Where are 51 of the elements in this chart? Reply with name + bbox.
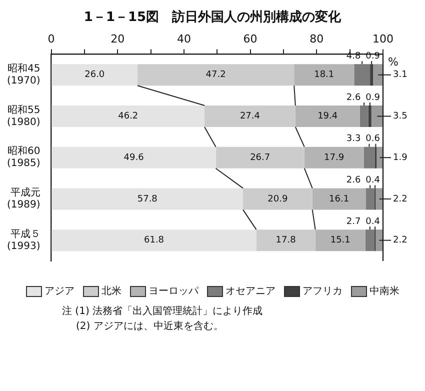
text: 3.1 — [393, 70, 408, 80]
legend-label: アジア — [44, 285, 74, 298]
text: 15.1 — [330, 236, 350, 246]
text: 2.6 — [346, 92, 361, 103]
y-tick-label: 昭和45 (1970) — [6, 62, 40, 86]
x-tick-label: 80 — [310, 32, 324, 46]
text: (2) アジアには、中近東を含む。 — [75, 320, 224, 334]
text: 1.9 — [393, 152, 408, 163]
text: 27.4 — [240, 112, 260, 122]
chart-title: 1－1－15図 訪日外国人の州別構成の変化 — [82, 8, 342, 26]
text: 20.9 — [268, 194, 288, 204]
legend-label: ヨーロッパ — [148, 285, 198, 298]
text: 0.9 — [366, 92, 380, 103]
text: 4.8 — [346, 51, 361, 62]
text: 2.2 — [393, 236, 408, 246]
text: 2.2 — [393, 194, 408, 204]
text: 2.6 — [346, 176, 361, 186]
text: 17.8 — [276, 236, 296, 246]
x-tick-label: 40 — [176, 32, 191, 46]
text: 47.2 — [206, 70, 226, 80]
text: 57.8 — [137, 194, 158, 204]
x-tick-label: 100 — [372, 32, 394, 46]
text: 26.7 — [250, 152, 270, 163]
x-tick-label: 0 — [48, 32, 55, 46]
text: 注 (1) 法務省「出入国管理統計」により作成 — [62, 304, 264, 319]
x-tick-label: 20 — [110, 32, 125, 46]
y-tick-label: 昭和60 (1985) — [6, 145, 40, 170]
text: 3.3 — [346, 134, 361, 144]
text: 49.6 — [124, 152, 144, 163]
text: 18.1 — [314, 70, 334, 80]
legend-label: 北米 — [102, 284, 122, 298]
text: 16.1 — [329, 194, 350, 204]
y-tick-label: 昭和55 (1980) — [6, 104, 40, 128]
x-tick-label: 60 — [243, 32, 258, 46]
text: 3.5 — [393, 112, 408, 122]
text: 0.4 — [366, 176, 380, 186]
text: 0.9 — [366, 51, 380, 62]
text: 19.4 — [318, 112, 338, 122]
legend-label: アフリカ — [302, 285, 342, 298]
text: 26.0 — [84, 70, 105, 80]
text: 17.9 — [324, 152, 344, 163]
text: 46.2 — [118, 112, 138, 122]
legend-label: 中南米 — [370, 284, 400, 298]
y-tick-label: 平成５ (1993) — [6, 228, 40, 252]
y-tick-label: 平成元 (1989) — [6, 186, 40, 211]
text: 0.6 — [366, 134, 380, 144]
text: 0.4 — [366, 216, 380, 227]
text: 61.8 — [144, 236, 164, 246]
x-axis-title: % — [388, 56, 398, 69]
legend-label: オセアニア — [226, 285, 276, 298]
text: 2.7 — [346, 216, 361, 227]
